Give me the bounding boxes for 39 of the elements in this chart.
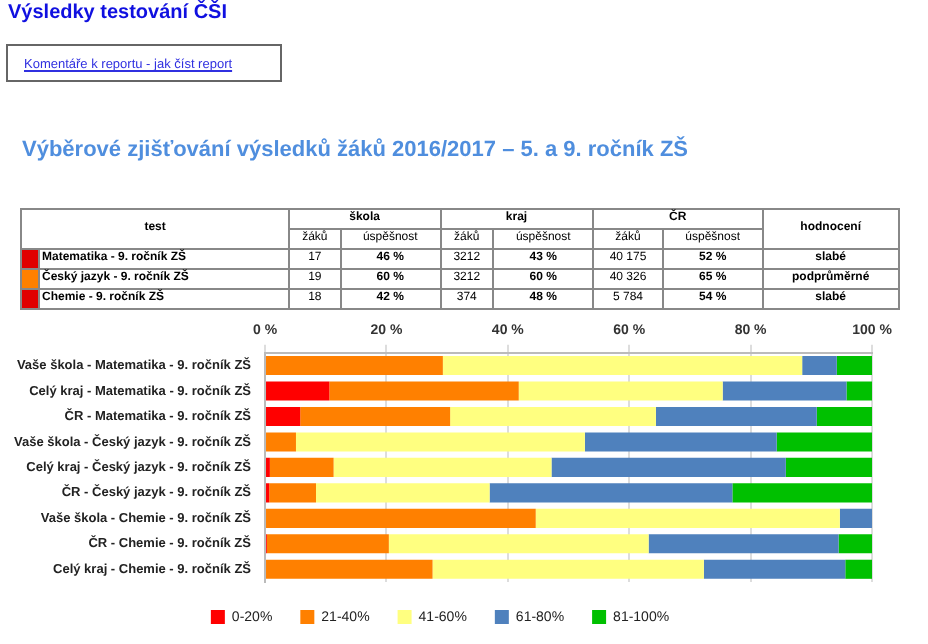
- bar: [776, 432, 872, 452]
- bar: [295, 432, 585, 452]
- bar: [732, 483, 872, 503]
- bar: [450, 406, 656, 427]
- bar: [266, 432, 296, 452]
- bar: [316, 483, 490, 503]
- bar: [836, 355, 872, 376]
- bar: [266, 381, 330, 401]
- bar: [802, 355, 837, 376]
- bar: [722, 381, 847, 401]
- bar: [269, 483, 316, 503]
- bar: [266, 355, 443, 376]
- bar: [839, 508, 872, 528]
- bar: [269, 457, 334, 477]
- bar: [846, 381, 872, 401]
- bar: [518, 381, 723, 401]
- bar: [551, 457, 786, 477]
- text: Výběrové zjišťování výsledků žáků 2016/2017 – 5. a 9. ročník ZŠ: [22, 138, 691, 164]
- bar: [584, 432, 777, 452]
- bar: [648, 534, 839, 554]
- bar: [703, 559, 846, 579]
- bar: [845, 559, 872, 579]
- text: Výsledky testování ČŠI: [8, 2, 227, 24]
- bar: [489, 483, 733, 503]
- bar: [266, 508, 536, 528]
- bar: [266, 559, 433, 579]
- bar: [333, 457, 552, 477]
- bar: [442, 355, 803, 376]
- bar: [816, 406, 872, 427]
- bar: [785, 457, 872, 477]
- bar: [535, 508, 840, 528]
- bar: [266, 406, 301, 427]
- bar: [266, 534, 389, 554]
- bar: [300, 406, 451, 427]
- bar: [838, 534, 872, 554]
- bar: [329, 381, 519, 401]
- bar: [432, 559, 704, 579]
- bar: [655, 406, 817, 427]
- bar: [388, 534, 649, 554]
